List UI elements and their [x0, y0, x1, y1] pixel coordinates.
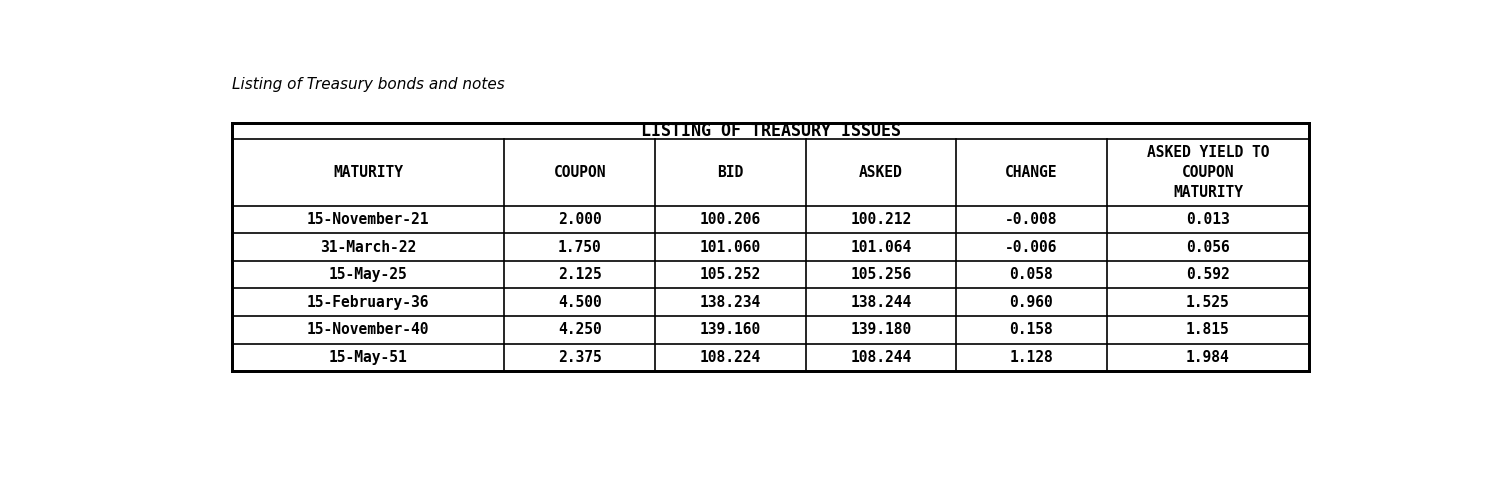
Text: MATURITY: MATURITY — [334, 165, 403, 180]
Text: 138.244: 138.244 — [850, 295, 911, 310]
Text: 4.500: 4.500 — [558, 295, 602, 310]
Text: 101.064: 101.064 — [850, 240, 911, 254]
Text: 15-November-21: 15-November-21 — [307, 212, 430, 227]
Text: LISTING OF TREASURY ISSUES: LISTING OF TREASURY ISSUES — [641, 122, 901, 140]
Text: ASKED YIELD TO
COUPON
MATURITY: ASKED YIELD TO COUPON MATURITY — [1146, 145, 1269, 200]
Text: 1.525: 1.525 — [1187, 295, 1230, 310]
Text: 138.234: 138.234 — [699, 295, 761, 310]
Text: 2.000: 2.000 — [558, 212, 602, 227]
Text: 1.815: 1.815 — [1187, 323, 1230, 337]
Text: 105.252: 105.252 — [699, 267, 761, 282]
Text: 139.160: 139.160 — [699, 323, 761, 337]
Text: 0.056: 0.056 — [1187, 240, 1230, 254]
Text: 4.250: 4.250 — [558, 323, 602, 337]
Text: 2.125: 2.125 — [558, 267, 602, 282]
Text: 100.212: 100.212 — [850, 212, 911, 227]
Text: 15-November-40: 15-November-40 — [307, 323, 430, 337]
Text: Listing of Treasury bonds and notes: Listing of Treasury bonds and notes — [232, 77, 505, 92]
Text: 15-May-51: 15-May-51 — [329, 350, 408, 365]
Text: CHANGE: CHANGE — [1005, 165, 1057, 180]
Text: 108.244: 108.244 — [850, 350, 911, 365]
Text: 0.158: 0.158 — [1009, 323, 1053, 337]
Text: 0.960: 0.960 — [1009, 295, 1053, 310]
Text: 101.060: 101.060 — [699, 240, 761, 254]
Text: 0.058: 0.058 — [1009, 267, 1053, 282]
Text: 100.206: 100.206 — [699, 212, 761, 227]
Text: BID: BID — [717, 165, 743, 180]
Bar — [232, 123, 1310, 371]
Text: 139.180: 139.180 — [850, 323, 911, 337]
Text: 2.375: 2.375 — [558, 350, 602, 365]
Text: -0.008: -0.008 — [1005, 212, 1057, 227]
Text: 105.256: 105.256 — [850, 267, 911, 282]
Text: 15-February-36: 15-February-36 — [307, 295, 430, 310]
Text: COUPON: COUPON — [553, 165, 606, 180]
Text: 1.128: 1.128 — [1009, 350, 1053, 365]
Text: ASKED: ASKED — [859, 165, 902, 180]
Text: 15-May-25: 15-May-25 — [329, 267, 408, 282]
Text: 31-March-22: 31-March-22 — [320, 240, 417, 254]
Text: 0.013: 0.013 — [1187, 212, 1230, 227]
Text: 0.592: 0.592 — [1187, 267, 1230, 282]
Text: -0.006: -0.006 — [1005, 240, 1057, 254]
Text: 1.984: 1.984 — [1187, 350, 1230, 365]
Text: 1.750: 1.750 — [558, 240, 602, 254]
Text: 108.224: 108.224 — [699, 350, 761, 365]
